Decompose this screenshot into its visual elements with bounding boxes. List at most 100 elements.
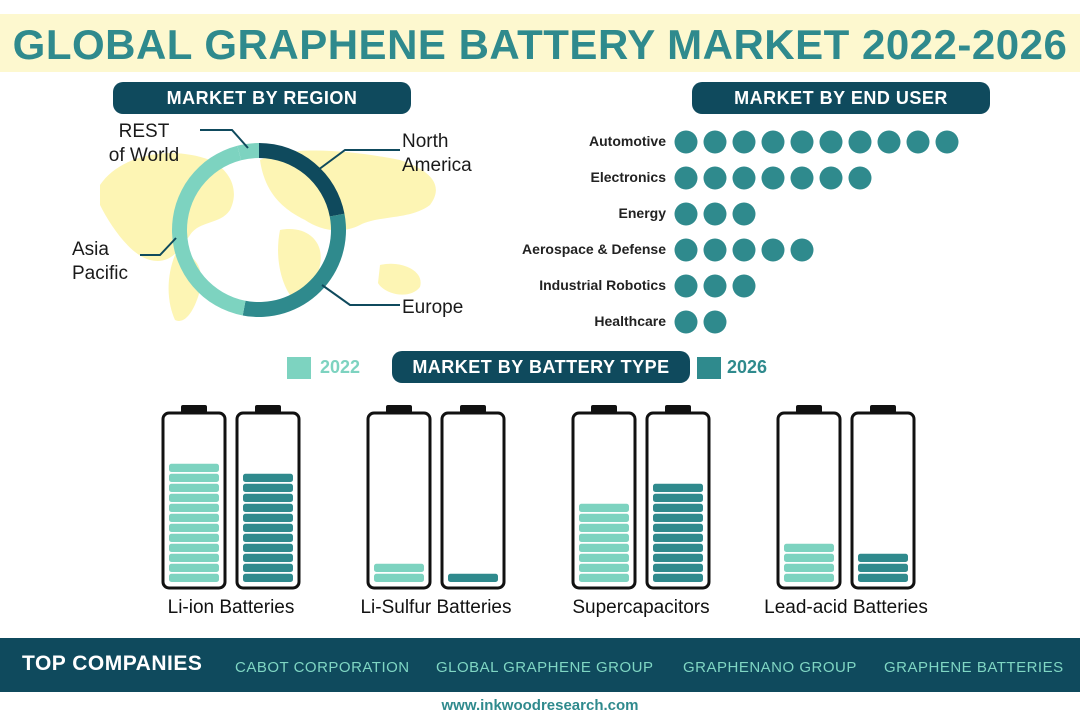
battery-segment <box>579 503 629 512</box>
battery-segment <box>169 553 219 562</box>
label-north-america: North America <box>402 131 472 176</box>
top-companies-title: TOP COMPANIES <box>22 652 203 675</box>
enduser-dot <box>703 166 727 190</box>
company-graphene-batteries: GRAPHENE BATTERIES <box>884 659 1064 676</box>
battery-segment <box>653 543 703 552</box>
battery-segment <box>579 513 629 522</box>
company-graphenano: GRAPHENANO GROUP <box>683 659 857 676</box>
legend-2022-label: 2022 <box>320 357 361 377</box>
enduser-dot <box>732 238 756 262</box>
battery-type-label: Lead-acid Batteries <box>764 597 928 618</box>
enduser-dot <box>877 130 901 154</box>
world-map-background <box>100 150 436 321</box>
donut-slice-north-america <box>259 143 345 217</box>
battery-segment <box>243 523 293 532</box>
battery-cap <box>255 405 281 413</box>
enduser-dot <box>674 310 698 334</box>
battery-segment <box>169 573 219 582</box>
battery-segment <box>169 473 219 482</box>
leader-north-america <box>317 149 400 171</box>
enduser-section-title: MARKET BY END USER <box>692 82 990 114</box>
battery-cap <box>181 405 207 413</box>
title-band <box>0 14 1080 72</box>
battery-segment <box>448 573 498 582</box>
enduser-dot <box>761 130 785 154</box>
battery-segment <box>858 553 908 562</box>
battery-segment <box>579 573 629 582</box>
donut-slice-europe <box>242 213 346 317</box>
battery-section-title: MARKET BY BATTERY TYPE <box>392 351 690 383</box>
battery-segment <box>169 483 219 492</box>
battery-body <box>850 411 916 590</box>
enduser-label: Healthcare <box>594 313 666 329</box>
battery-segment <box>169 493 219 502</box>
leader-europe <box>321 284 400 306</box>
leader-asia-pacific <box>140 237 177 256</box>
battery-cap <box>796 405 822 413</box>
enduser-dot <box>761 166 785 190</box>
enduser-dot <box>819 130 843 154</box>
battery-segment <box>243 473 293 482</box>
battery-segment <box>784 573 834 582</box>
donut-slice-rest-of-world <box>237 143 259 161</box>
legend-2026-swatch <box>697 357 721 379</box>
enduser-dot <box>761 238 785 262</box>
battery-segment <box>243 533 293 542</box>
enduser-dot <box>674 274 698 298</box>
battery-type-label: Li-ion Batteries <box>167 597 295 618</box>
enduser-label: Automotive <box>589 133 666 149</box>
enduser-dot <box>790 238 814 262</box>
enduser-dot <box>703 130 727 154</box>
battery-segment <box>653 523 703 532</box>
battery-segment <box>653 553 703 562</box>
leader-rest-of-world <box>200 129 249 149</box>
page-title: GLOBAL GRAPHENE BATTERY MARKET 2022-2026 <box>12 21 1068 68</box>
battery-segment <box>243 543 293 552</box>
battery-segment <box>858 563 908 572</box>
enduser-dot <box>703 238 727 262</box>
enduser-dot <box>674 166 698 190</box>
battery-type-chart <box>161 405 916 590</box>
battery-segment <box>169 563 219 572</box>
battery-segment <box>169 543 219 552</box>
enduser-dot <box>790 166 814 190</box>
battery-segment <box>243 483 293 492</box>
battery-segment <box>653 483 703 492</box>
battery-type-label: Li-Sulfur Batteries <box>360 597 512 618</box>
company-global-graphene: GLOBAL GRAPHENE GROUP <box>436 659 654 676</box>
enduser-label: Aerospace & Defense <box>522 241 666 257</box>
enduser-dot <box>732 130 756 154</box>
website-link[interactable]: www.inkwoodresearch.com <box>441 697 639 714</box>
battery-segment <box>653 573 703 582</box>
battery-body <box>440 411 506 590</box>
battery-segment <box>169 513 219 522</box>
battery-segment <box>243 573 293 582</box>
battery-segment <box>169 463 219 472</box>
enduser-dot <box>674 238 698 262</box>
battery-segment <box>579 563 629 572</box>
battery-cap <box>665 405 691 413</box>
battery-segment <box>784 553 834 562</box>
enduser-dot <box>906 130 930 154</box>
battery-body <box>366 411 432 590</box>
enduser-dot <box>848 166 872 190</box>
enduser-label: Electronics <box>590 169 666 185</box>
battery-segment <box>653 503 703 512</box>
battery-segment <box>579 553 629 562</box>
region-donut-chart <box>140 129 400 317</box>
enduser-dot <box>790 130 814 154</box>
battery-segment <box>784 543 834 552</box>
battery-segment <box>653 493 703 502</box>
label-europe: Europe <box>402 297 464 318</box>
battery-segment <box>169 533 219 542</box>
battery-segment <box>858 573 908 582</box>
battery-segment <box>579 533 629 542</box>
label-rest-of-world: REST of World <box>108 121 180 166</box>
battery-segment <box>169 503 219 512</box>
enduser-dot-chart <box>674 130 959 334</box>
enduser-dot <box>703 274 727 298</box>
footer-band <box>0 638 1080 692</box>
enduser-dot <box>732 202 756 226</box>
company-cabot: CABOT CORPORATION <box>235 659 410 676</box>
enduser-dot <box>732 166 756 190</box>
